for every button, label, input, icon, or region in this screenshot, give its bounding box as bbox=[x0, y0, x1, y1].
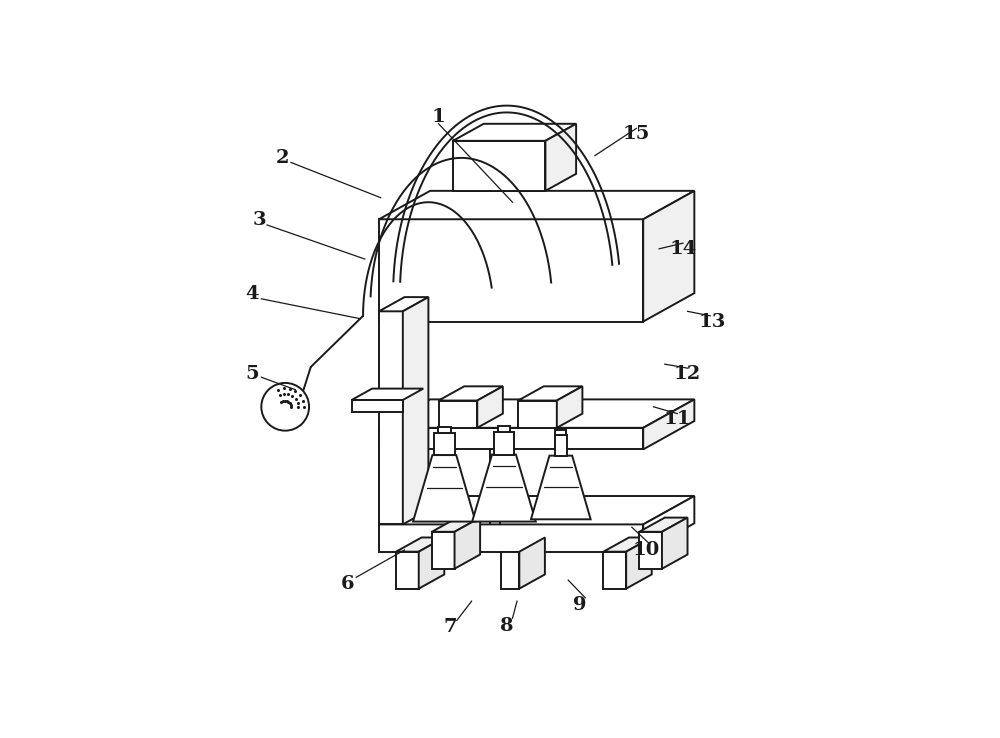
Polygon shape bbox=[643, 399, 694, 449]
Polygon shape bbox=[379, 496, 694, 525]
Polygon shape bbox=[494, 432, 514, 455]
Text: 4: 4 bbox=[245, 286, 259, 303]
Polygon shape bbox=[639, 532, 662, 569]
Polygon shape bbox=[379, 297, 428, 311]
Polygon shape bbox=[403, 297, 428, 525]
Polygon shape bbox=[379, 311, 403, 525]
Text: 14: 14 bbox=[669, 240, 697, 258]
Polygon shape bbox=[477, 386, 503, 428]
Text: 10: 10 bbox=[632, 541, 660, 559]
Polygon shape bbox=[518, 401, 557, 428]
Polygon shape bbox=[439, 401, 477, 428]
Polygon shape bbox=[545, 124, 576, 191]
Circle shape bbox=[261, 383, 309, 431]
Polygon shape bbox=[643, 496, 694, 552]
Polygon shape bbox=[419, 537, 444, 589]
Polygon shape bbox=[643, 191, 694, 322]
Polygon shape bbox=[379, 428, 643, 449]
Polygon shape bbox=[379, 191, 694, 219]
Text: 6: 6 bbox=[341, 575, 355, 593]
Polygon shape bbox=[396, 552, 419, 589]
Polygon shape bbox=[518, 386, 582, 401]
Text: 11: 11 bbox=[664, 410, 691, 428]
Text: 7: 7 bbox=[443, 618, 457, 636]
Polygon shape bbox=[662, 517, 688, 569]
Polygon shape bbox=[498, 426, 510, 432]
Text: 9: 9 bbox=[573, 596, 586, 613]
Text: 13: 13 bbox=[699, 313, 726, 331]
Polygon shape bbox=[555, 430, 566, 435]
Polygon shape bbox=[603, 552, 626, 589]
Polygon shape bbox=[453, 141, 545, 191]
Polygon shape bbox=[432, 532, 455, 569]
Polygon shape bbox=[501, 552, 519, 589]
Polygon shape bbox=[379, 399, 694, 428]
Polygon shape bbox=[438, 427, 451, 433]
Polygon shape bbox=[626, 537, 652, 589]
Polygon shape bbox=[352, 400, 403, 413]
Polygon shape bbox=[455, 517, 480, 569]
Text: 15: 15 bbox=[623, 125, 650, 143]
Polygon shape bbox=[519, 537, 545, 589]
Polygon shape bbox=[396, 537, 444, 552]
Text: 8: 8 bbox=[500, 616, 514, 635]
Polygon shape bbox=[472, 455, 536, 522]
Polygon shape bbox=[352, 389, 423, 400]
Polygon shape bbox=[434, 433, 455, 455]
Polygon shape bbox=[413, 455, 476, 522]
Polygon shape bbox=[439, 386, 503, 401]
Text: 5: 5 bbox=[245, 365, 259, 383]
Polygon shape bbox=[379, 525, 643, 552]
Text: 12: 12 bbox=[674, 365, 701, 383]
Polygon shape bbox=[557, 386, 582, 428]
Polygon shape bbox=[603, 537, 652, 552]
Polygon shape bbox=[555, 435, 567, 455]
Text: 1: 1 bbox=[432, 108, 446, 126]
Polygon shape bbox=[453, 124, 576, 141]
Text: 2: 2 bbox=[276, 149, 289, 167]
Polygon shape bbox=[379, 219, 643, 322]
Polygon shape bbox=[531, 455, 591, 520]
Polygon shape bbox=[432, 517, 480, 532]
Polygon shape bbox=[639, 517, 688, 532]
Text: 3: 3 bbox=[253, 211, 266, 230]
